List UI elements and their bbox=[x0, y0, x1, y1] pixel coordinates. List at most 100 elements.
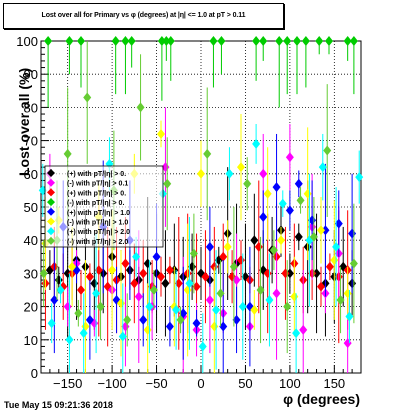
data-point bbox=[315, 36, 324, 46]
data-point bbox=[238, 301, 247, 312]
legend-label: (+) with pT/|η| > 2.0 bbox=[67, 229, 130, 236]
legend-marker bbox=[47, 217, 55, 226]
data-point bbox=[201, 271, 210, 282]
data-point bbox=[121, 36, 130, 46]
legend-label: (-) with pT/|η| > 1.0 bbox=[67, 220, 128, 227]
legend-label: (+) with pT/|η| > 0. bbox=[67, 171, 126, 178]
data-point bbox=[149, 285, 158, 295]
legend-marker bbox=[47, 227, 55, 236]
data-point bbox=[162, 36, 171, 46]
y-tick-label: 40 bbox=[24, 233, 38, 248]
x-tick-label: 150 bbox=[323, 376, 345, 391]
chart-title: Lost over all for Primary vs φ (degrees)… bbox=[41, 12, 246, 19]
data-point bbox=[223, 241, 232, 252]
data-point bbox=[139, 268, 148, 279]
data-point bbox=[157, 271, 165, 282]
data-point bbox=[85, 271, 94, 282]
legend-marker bbox=[47, 188, 55, 197]
data-point bbox=[237, 162, 245, 173]
data-point bbox=[111, 36, 120, 46]
data-point bbox=[127, 36, 136, 46]
x-tick-label: 100 bbox=[279, 376, 301, 391]
x-tick-label: 50 bbox=[238, 376, 252, 391]
data-point bbox=[108, 265, 117, 276]
data-point bbox=[317, 225, 325, 236]
data-point bbox=[118, 331, 127, 342]
data-point bbox=[256, 285, 265, 295]
data-point bbox=[283, 36, 292, 46]
data-point bbox=[77, 36, 85, 46]
data-point bbox=[250, 304, 259, 315]
x-tick-label: −50 bbox=[146, 376, 168, 391]
data-point bbox=[174, 278, 183, 289]
data-point bbox=[318, 162, 327, 173]
data-point bbox=[39, 268, 48, 279]
data-point bbox=[47, 318, 56, 329]
data-point bbox=[243, 178, 252, 189]
y-tick-label: 60 bbox=[24, 167, 38, 182]
data-point bbox=[94, 265, 103, 276]
legend-marker bbox=[47, 178, 55, 187]
data-point bbox=[65, 334, 74, 345]
legend-marker bbox=[47, 236, 55, 245]
data-point bbox=[203, 148, 212, 159]
y-tick-label: 100 bbox=[16, 34, 38, 49]
y-tick-label: 70 bbox=[24, 134, 38, 149]
data-point bbox=[136, 102, 145, 113]
data-point bbox=[134, 291, 143, 302]
y-tick-label: 30 bbox=[24, 266, 38, 281]
data-point bbox=[296, 195, 305, 206]
legend-label: (-) with pT/|η| > 0. bbox=[67, 200, 124, 207]
data-point bbox=[272, 288, 281, 299]
data-point bbox=[277, 235, 285, 246]
data-point bbox=[161, 278, 170, 289]
data-point bbox=[332, 241, 341, 252]
data-point bbox=[77, 285, 85, 295]
data-point bbox=[145, 301, 154, 312]
data-point bbox=[321, 225, 330, 236]
data-point bbox=[323, 145, 332, 156]
data-point bbox=[225, 168, 234, 179]
legend: (+) with pT/|η| > 0. (-) with pT/|η| > 0.… bbox=[44, 165, 164, 248]
chart-title-box: Lost over all for Primary vs φ (degrees)… bbox=[3, 3, 284, 29]
data-point bbox=[334, 218, 343, 229]
data-point bbox=[212, 304, 221, 315]
y-tick-label: 90 bbox=[24, 67, 38, 82]
y-tick-label: 80 bbox=[24, 100, 38, 115]
data-point bbox=[336, 294, 345, 305]
data-point bbox=[265, 294, 274, 305]
data-point bbox=[56, 285, 65, 295]
data-point bbox=[165, 265, 174, 276]
data-point bbox=[345, 311, 354, 322]
data-point bbox=[355, 172, 364, 183]
data-point bbox=[65, 36, 74, 46]
y-tick-label: 50 bbox=[24, 200, 38, 215]
timestamp: Tue May 15 09:21:36 2018 bbox=[4, 400, 113, 410]
data-point bbox=[259, 36, 268, 46]
data-point bbox=[92, 288, 101, 299]
data-point bbox=[152, 251, 161, 262]
data-point bbox=[309, 231, 318, 242]
data-point bbox=[219, 321, 228, 332]
data-point bbox=[349, 258, 358, 269]
data-point bbox=[157, 128, 165, 139]
data-point bbox=[272, 182, 281, 193]
data-point bbox=[259, 211, 268, 222]
data-point bbox=[185, 278, 194, 289]
x-tick-label: 0 bbox=[197, 376, 204, 391]
data-point bbox=[285, 152, 294, 163]
legend-label: (+) with pT/|η| > 1.0 bbox=[67, 210, 130, 217]
data-point bbox=[216, 288, 225, 299]
x-axis-label: φ (degrees) bbox=[283, 391, 360, 407]
x-tick-label: −150 bbox=[53, 376, 82, 391]
data-point bbox=[349, 36, 358, 46]
data-point bbox=[278, 198, 287, 209]
data-point bbox=[299, 324, 308, 335]
legend-label: (-) with pT/|η| > 0.1 bbox=[67, 181, 128, 188]
data-point bbox=[343, 36, 352, 46]
data-point bbox=[44, 36, 53, 46]
data-point bbox=[63, 148, 72, 159]
data-point bbox=[197, 168, 205, 179]
legend-box bbox=[44, 165, 164, 248]
data-point bbox=[96, 301, 105, 312]
